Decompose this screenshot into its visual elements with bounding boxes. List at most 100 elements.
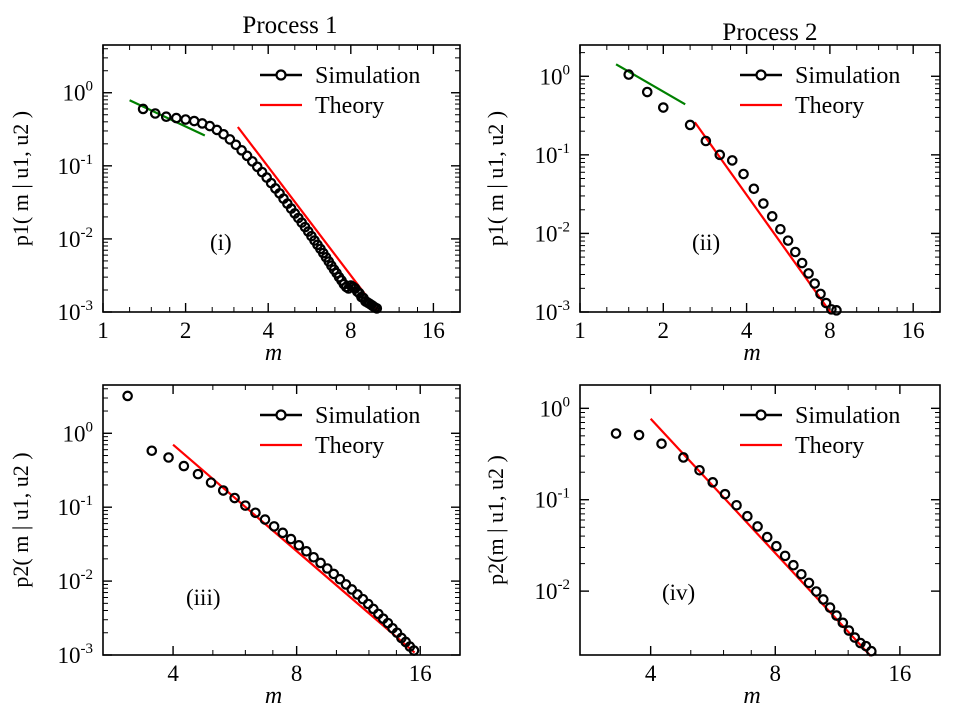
panel-label: (iv) bbox=[662, 580, 695, 605]
legend-simulation-label: Simulation bbox=[795, 63, 900, 89]
legend-theory-label: Theory bbox=[795, 93, 864, 119]
simulation-point bbox=[160, 111, 172, 123]
simulation-point bbox=[178, 460, 190, 472]
simulation-point bbox=[831, 305, 842, 316]
simulation-point bbox=[824, 602, 836, 613]
y-axis-label: p2(m | u1, u2 ) bbox=[483, 455, 508, 585]
simulation-point bbox=[149, 108, 161, 119]
simulation-point bbox=[362, 598, 374, 610]
simulation-point bbox=[224, 134, 236, 145]
simulation-point bbox=[803, 268, 814, 279]
simulation-point bbox=[837, 617, 849, 629]
simulation-point bbox=[218, 129, 229, 140]
simulation-point bbox=[742, 510, 753, 522]
x-tick-label: 4 bbox=[645, 661, 657, 686]
x-tick-label: 2 bbox=[658, 318, 670, 343]
panels-group: 1 2 4 8 16 100 10-1 10-2 10-3 m p1( m | u1, u2 ) (i… bbox=[8, 44, 941, 708]
y-axis-label: p1( m | u1, u2 ) bbox=[8, 111, 33, 246]
simulation-point bbox=[293, 539, 305, 551]
simulation-point bbox=[251, 161, 263, 173]
x-tick-label: 8 bbox=[345, 318, 357, 343]
simulation-point bbox=[240, 500, 251, 511]
simulation-point bbox=[230, 139, 242, 151]
simulation-point bbox=[146, 445, 158, 457]
y-tick-label: 10-1 bbox=[58, 493, 94, 520]
y-tick-label: 10-2 bbox=[535, 219, 571, 246]
y-tick-label: 10-2 bbox=[58, 225, 94, 252]
simulation-point bbox=[803, 577, 815, 589]
legend-simulation-marker bbox=[755, 409, 767, 421]
simulation-point bbox=[731, 499, 742, 511]
x-axis-label: m bbox=[743, 683, 760, 708]
y-axis-label: p2( m | u1, u2 ) bbox=[8, 452, 33, 587]
simulation-point bbox=[815, 288, 826, 300]
x-tick-label: 16 bbox=[422, 318, 445, 343]
simulation-point bbox=[250, 507, 261, 519]
chart-panel-1: 1 2 4 8 16 100 10-1 10-2 10-3 m p1( m | u1, u2 ) (i… bbox=[8, 44, 461, 366]
panel-label: (ii) bbox=[692, 230, 720, 255]
x-tick-label: 8 bbox=[770, 661, 782, 686]
simulation-point bbox=[782, 235, 794, 246]
x-tick-label: 2 bbox=[180, 318, 192, 343]
simulation-point bbox=[623, 69, 635, 80]
simulation-point bbox=[277, 527, 289, 539]
simulation-point bbox=[684, 119, 696, 131]
simulation-point bbox=[761, 531, 773, 543]
simulation-point bbox=[831, 610, 842, 621]
y-tick-label: 10-3 bbox=[58, 298, 94, 325]
legend-simulation-label: Simulation bbox=[315, 63, 420, 89]
simulation-point bbox=[229, 492, 240, 504]
simulation-point bbox=[205, 477, 217, 488]
y-tick-label: 10-1 bbox=[535, 141, 571, 168]
simulation-point bbox=[641, 86, 653, 98]
x-axis-label: m bbox=[265, 340, 282, 366]
simulation-point bbox=[788, 559, 799, 571]
x-tick-label: 8 bbox=[291, 661, 303, 686]
simulation-point bbox=[818, 594, 829, 605]
legend-theory-label: Theory bbox=[795, 433, 864, 459]
x-tick-label: 4 bbox=[741, 318, 753, 343]
x-axis-label: m bbox=[265, 683, 282, 708]
simulation-point bbox=[738, 168, 749, 180]
simulation-point bbox=[796, 257, 808, 269]
legend-simulation-marker bbox=[755, 69, 767, 81]
simulation-point bbox=[694, 464, 705, 476]
simulation-point bbox=[334, 573, 346, 585]
legend-theory-label: Theory bbox=[315, 93, 384, 119]
simulation-point bbox=[285, 533, 297, 545]
simulation-point bbox=[849, 632, 861, 643]
simulation-point bbox=[122, 390, 133, 402]
legend-simulation-marker bbox=[275, 409, 287, 421]
simulation-point bbox=[758, 198, 769, 209]
y-axis-label: p1( m | u1, u2 ) bbox=[483, 111, 508, 246]
simulation-point bbox=[268, 521, 280, 532]
simulation-point bbox=[241, 150, 253, 162]
simulation-point bbox=[301, 545, 312, 557]
legend-simulation-label: Simulation bbox=[315, 403, 420, 429]
simulation-point bbox=[315, 557, 326, 569]
legend-simulation-label: Simulation bbox=[795, 403, 900, 429]
chart-panel-4: 4 8 16 100 10-1 10-2 m p2(m | u1, u2 ) (iv) Simul… bbox=[483, 384, 941, 708]
simulation-point bbox=[321, 563, 333, 574]
simulation-point bbox=[707, 477, 719, 488]
simulation-point bbox=[790, 246, 801, 258]
y-tick-label: 10-3 bbox=[535, 298, 571, 325]
small-m-fit-line bbox=[129, 99, 206, 137]
y-tick-label: 10-1 bbox=[58, 152, 94, 179]
simulation-point bbox=[809, 278, 820, 289]
simulation-point bbox=[328, 568, 340, 580]
theory-line bbox=[236, 126, 379, 312]
simulation-point bbox=[866, 645, 877, 657]
simulation-point bbox=[163, 452, 174, 463]
simulation-point bbox=[700, 135, 712, 147]
simulation-point bbox=[371, 303, 383, 314]
simulation-point bbox=[610, 428, 622, 439]
simulation-point bbox=[796, 568, 807, 580]
x-tick-label: 4 bbox=[262, 318, 274, 343]
simulation-point bbox=[775, 223, 786, 235]
plot-frame bbox=[102, 44, 461, 313]
panel-label: (iii) bbox=[186, 585, 221, 610]
simulation-point bbox=[752, 521, 763, 532]
simulation-point bbox=[771, 540, 782, 552]
